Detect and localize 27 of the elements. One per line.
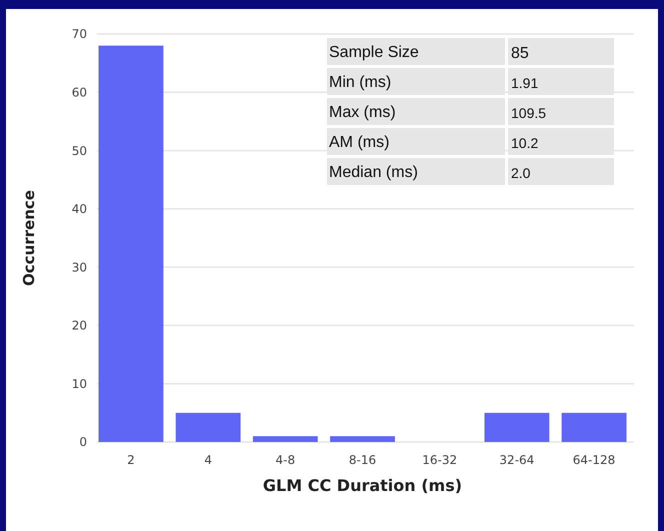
y-tick-label: 0	[79, 435, 87, 450]
x-tick-label: 8-16	[348, 453, 376, 467]
x-tick-label: 4-8	[276, 453, 296, 467]
x-tick-label: 2	[127, 453, 135, 467]
y-tick-label: 50	[72, 144, 87, 158]
annotation: 109.5	[511, 105, 546, 121]
annotation: AM (ms)	[329, 134, 390, 151]
annotation: 2.0	[511, 165, 531, 181]
annotation: 1.91	[511, 75, 538, 91]
annotation: Max (ms)	[329, 104, 396, 121]
y-tick-label: 20	[72, 318, 87, 333]
x-axis-title: GLM CC Duration (ms)	[262, 476, 462, 495]
y-tick-label: 60	[72, 85, 87, 100]
y-tick-label: 30	[72, 260, 87, 274]
annotation: 85	[511, 45, 529, 62]
y-axis-title: Occurrence	[20, 190, 38, 286]
annotation: Min (ms)	[329, 74, 392, 91]
x-tick-label: 16-32	[422, 453, 458, 467]
y-tick-label: 40	[72, 202, 87, 216]
y-tick-label: 70	[72, 27, 87, 42]
annotation: Median (ms)	[329, 164, 418, 181]
y-tick-label: 10	[72, 376, 87, 391]
annotation: 10.2	[511, 135, 538, 151]
x-tick-label: 4	[204, 453, 212, 467]
x-tick-label: 64-128	[572, 453, 616, 467]
annotation: Sample Size	[329, 44, 419, 61]
x-tick-label: 32-64	[499, 453, 534, 467]
